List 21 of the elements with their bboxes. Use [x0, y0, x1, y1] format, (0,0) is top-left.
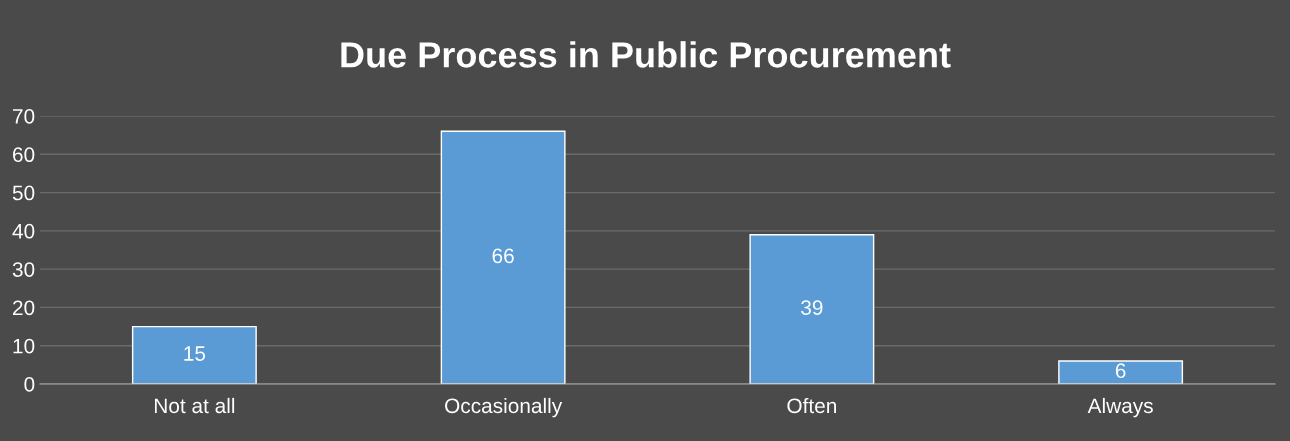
bar [749, 233, 875, 384]
y-tick-label: 60 [13, 147, 35, 163]
x-tick-label: Always [1087, 397, 1153, 418]
bar [1058, 360, 1184, 384]
data-label: 39 [801, 300, 823, 315]
y-tick-label: 30 [12, 262, 35, 277]
data-label: 66 [492, 248, 514, 264]
y-tick-label: 10 [13, 338, 35, 354]
y-tick-label: 40 [12, 223, 35, 239]
y-tick-label: 0 [24, 377, 35, 392]
y-tick-label: 50 [12, 185, 35, 201]
x-tick-label: Occasionally [445, 397, 563, 418]
data-label: 15 [184, 346, 206, 361]
x-tick-label: Not at all [154, 397, 235, 414]
x-tick-label: Often [787, 397, 836, 414]
bar [131, 325, 257, 384]
y-tick-label: 20 [13, 300, 35, 316]
chart-title: Due Process in Public Procurement [341, 41, 951, 68]
bar [440, 130, 566, 384]
data-label: 6 [1115, 363, 1126, 379]
y-tick-label: 70 [13, 109, 35, 124]
